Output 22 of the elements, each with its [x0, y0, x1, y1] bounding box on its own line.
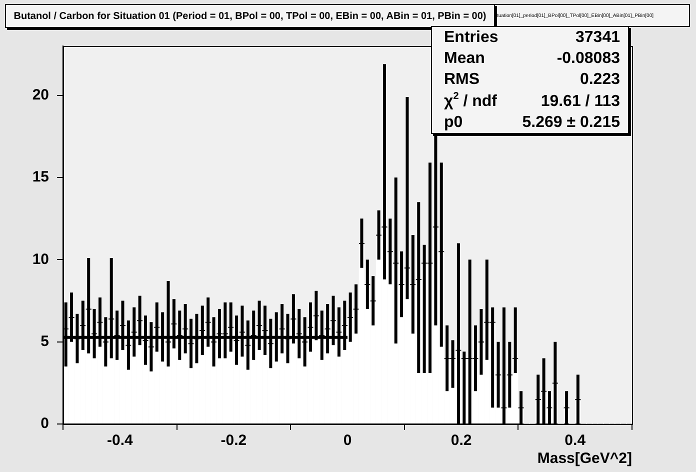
annotation: -0.08083 [556, 49, 620, 70]
x-tick-label: 0.4 [564, 432, 586, 450]
annotation: 0.223 [578, 70, 620, 90]
x-tick-label: -0.4 [106, 432, 134, 450]
text: 37341 [574, 28, 620, 48]
y-tick-label: 5 [40, 332, 49, 350]
annotation: 19.61 / 113 [540, 92, 620, 112]
x-tick-label: 0.2 [450, 432, 472, 450]
x-axis-title: Mass[GeV^2] [537, 450, 632, 468]
annotation: χ$^{2}$ / ndf [444, 90, 498, 112]
x-tick-label: -0.2 [220, 432, 247, 450]
annotation: RMS [444, 70, 481, 90]
text: Entries [444, 28, 500, 48]
y-tick-label: 0 [40, 415, 49, 432]
y-tick-label: 15 [32, 168, 49, 186]
y-tick-label: 10 [32, 250, 49, 268]
y-tick-label: 20 [32, 86, 49, 104]
x-tick-label: 0 [343, 432, 352, 450]
annotation: p0 [444, 112, 464, 133]
annotation: 5.269 ± 0.215 [521, 112, 620, 133]
annotation: Mean [444, 49, 486, 70]
chart-title: Butanol / Carbon for Situation 01 (Period = 01, BPol = 00, TPol = 00, EBin = 00, ABin = 01, PBin = 00) [5, 4, 495, 28]
